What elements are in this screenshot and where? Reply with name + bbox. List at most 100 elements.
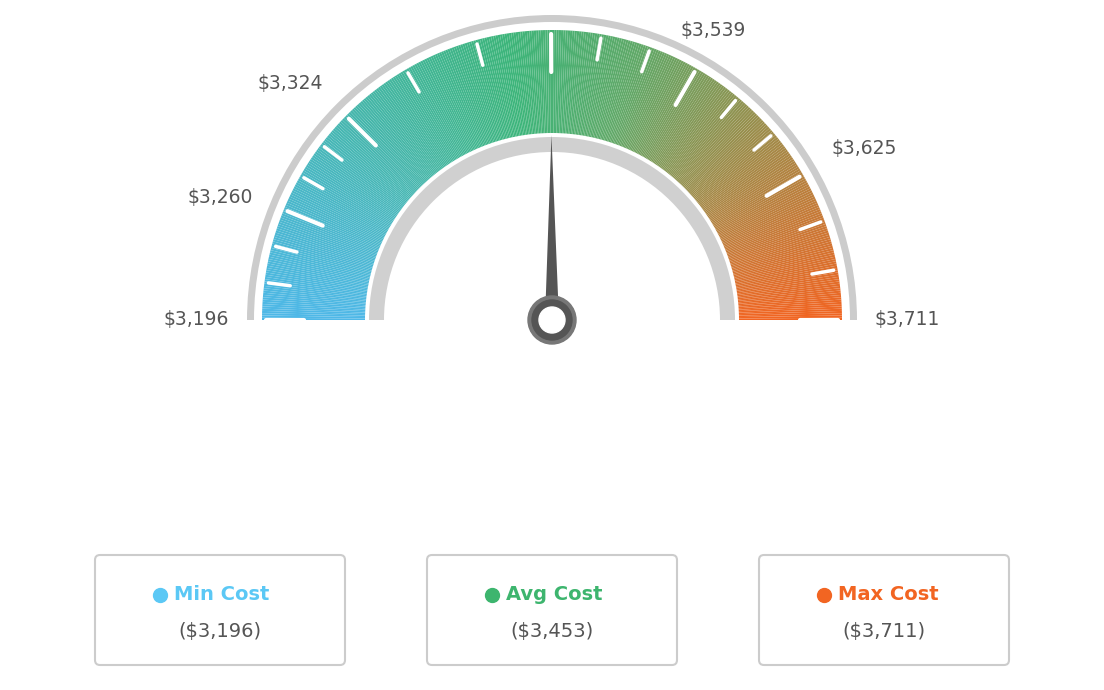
- Wedge shape: [699, 144, 784, 209]
- Wedge shape: [696, 137, 778, 204]
- Wedge shape: [561, 30, 567, 135]
- Wedge shape: [329, 133, 411, 202]
- Wedge shape: [701, 148, 787, 211]
- Wedge shape: [416, 63, 467, 157]
- Wedge shape: [658, 83, 721, 170]
- Wedge shape: [524, 31, 537, 136]
- Text: $3,324: $3,324: [257, 74, 322, 92]
- Wedge shape: [732, 255, 835, 279]
- Wedge shape: [730, 237, 830, 268]
- Wedge shape: [449, 48, 488, 147]
- Wedge shape: [327, 135, 410, 203]
- Wedge shape: [283, 211, 381, 252]
- Wedge shape: [735, 286, 840, 299]
- Wedge shape: [276, 228, 376, 263]
- Wedge shape: [306, 165, 396, 222]
- Wedge shape: [723, 211, 821, 252]
- Wedge shape: [737, 315, 842, 319]
- Wedge shape: [585, 34, 606, 138]
- Wedge shape: [456, 46, 492, 146]
- Wedge shape: [736, 293, 841, 304]
- Wedge shape: [485, 37, 510, 140]
- Wedge shape: [302, 170, 393, 226]
- Wedge shape: [722, 207, 820, 249]
- Wedge shape: [736, 295, 841, 306]
- Wedge shape: [608, 43, 641, 144]
- Text: ($3,196): ($3,196): [179, 622, 262, 642]
- Wedge shape: [666, 91, 732, 175]
- Wedge shape: [471, 41, 502, 142]
- Wedge shape: [365, 133, 739, 320]
- Wedge shape: [435, 54, 478, 151]
- Wedge shape: [736, 308, 842, 314]
- Wedge shape: [480, 39, 508, 141]
- Wedge shape: [617, 49, 657, 148]
- Wedge shape: [736, 290, 841, 303]
- Wedge shape: [682, 115, 758, 190]
- Wedge shape: [583, 34, 602, 138]
- Wedge shape: [698, 142, 783, 208]
- Wedge shape: [454, 46, 490, 146]
- Wedge shape: [737, 313, 842, 317]
- Wedge shape: [443, 50, 484, 148]
- Wedge shape: [262, 315, 367, 319]
- Wedge shape: [580, 33, 597, 137]
- Polygon shape: [545, 135, 559, 320]
- Wedge shape: [439, 52, 481, 150]
- Wedge shape: [369, 137, 735, 320]
- Wedge shape: [267, 262, 371, 284]
- Wedge shape: [360, 101, 431, 181]
- Wedge shape: [657, 81, 719, 168]
- Wedge shape: [729, 235, 830, 267]
- Wedge shape: [623, 52, 665, 150]
- Wedge shape: [487, 37, 511, 140]
- Wedge shape: [296, 182, 390, 233]
- Wedge shape: [634, 59, 681, 155]
- Wedge shape: [263, 293, 368, 304]
- Wedge shape: [267, 266, 370, 287]
- Wedge shape: [736, 304, 841, 311]
- Wedge shape: [359, 103, 429, 182]
- Wedge shape: [516, 32, 530, 137]
- Wedge shape: [309, 159, 399, 219]
- Wedge shape: [693, 133, 775, 202]
- Wedge shape: [649, 72, 705, 163]
- Wedge shape: [445, 50, 486, 148]
- Wedge shape: [541, 30, 546, 135]
- Wedge shape: [317, 148, 403, 211]
- Wedge shape: [721, 201, 817, 245]
- Wedge shape: [550, 30, 552, 135]
- Wedge shape: [331, 130, 412, 200]
- Wedge shape: [263, 295, 368, 306]
- Wedge shape: [645, 69, 700, 161]
- Wedge shape: [628, 56, 673, 152]
- Wedge shape: [287, 201, 383, 245]
- Wedge shape: [697, 139, 779, 206]
- Wedge shape: [719, 195, 815, 242]
- Wedge shape: [716, 186, 810, 236]
- Wedge shape: [539, 30, 544, 135]
- Wedge shape: [662, 87, 726, 172]
- Wedge shape: [611, 45, 646, 145]
- Wedge shape: [595, 38, 622, 141]
- Wedge shape: [498, 34, 519, 138]
- Wedge shape: [725, 219, 825, 257]
- Wedge shape: [346, 115, 422, 190]
- Wedge shape: [404, 69, 459, 161]
- Wedge shape: [507, 33, 524, 137]
- Wedge shape: [686, 120, 763, 193]
- Wedge shape: [654, 77, 713, 166]
- Wedge shape: [412, 65, 464, 158]
- Wedge shape: [731, 246, 832, 274]
- Wedge shape: [672, 99, 742, 180]
- Wedge shape: [606, 43, 639, 144]
- Wedge shape: [691, 128, 771, 199]
- Wedge shape: [604, 41, 635, 143]
- Wedge shape: [347, 113, 422, 189]
- Wedge shape: [263, 299, 368, 308]
- Wedge shape: [665, 90, 730, 174]
- Wedge shape: [737, 317, 842, 320]
- Wedge shape: [263, 304, 368, 311]
- Wedge shape: [389, 79, 449, 167]
- Wedge shape: [279, 219, 379, 257]
